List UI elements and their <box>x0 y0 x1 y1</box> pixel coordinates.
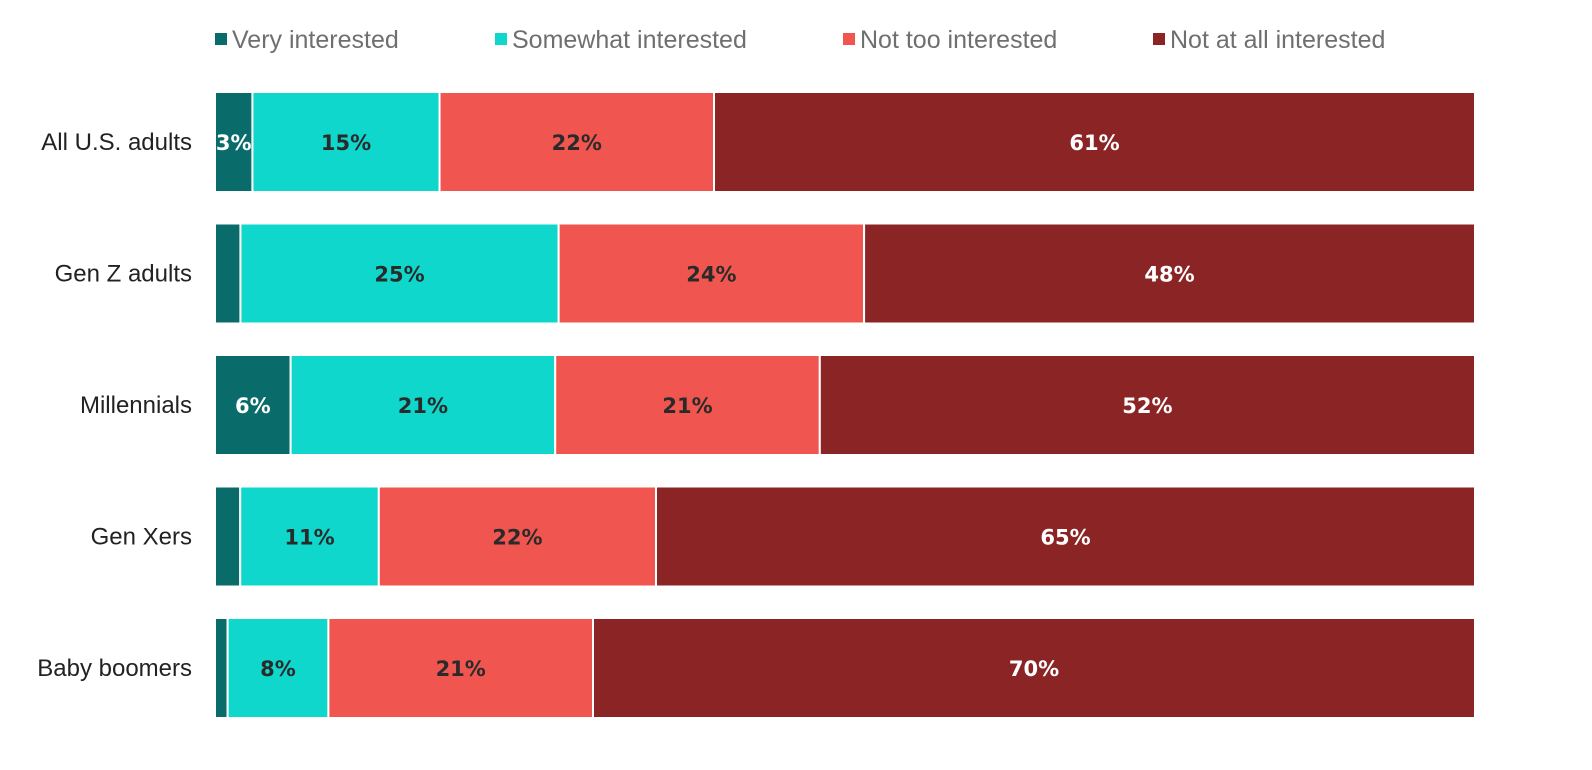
bar-segment-not-at-all-interested <box>592 617 1476 719</box>
legend-swatch-not-too-interested <box>843 33 855 45</box>
bar-row-millennials: Millennials 6% 21% 21% 52% <box>80 354 1476 456</box>
plot-area: All U.S. adults 3% 15% 22% 61% Gen Z adults 25… <box>37 91 1476 719</box>
data-label-not-too-interested: 24% <box>686 263 736 287</box>
data-label-very-interested: 6% <box>235 394 271 418</box>
bar-segment-not-too-interested <box>554 354 821 456</box>
data-label-not-at-all-interested: 61% <box>1069 131 1119 155</box>
data-label-very-interested: 3% <box>216 131 252 155</box>
legend-label-not-at-all-interested: Not at all interested <box>1170 26 1385 54</box>
bar-segment-very-interested <box>214 91 254 193</box>
bar-segment-not-too-interested <box>438 91 716 193</box>
data-label-somewhat-interested: 11% <box>284 526 334 550</box>
legend-label-somewhat-interested: Somewhat interested <box>512 26 747 54</box>
data-label-not-at-all-interested: 70% <box>1009 657 1059 681</box>
data-label-somewhat-interested: 25% <box>374 263 424 287</box>
data-label-somewhat-interested: 8% <box>260 657 296 681</box>
bar-segment-somewhat-interested <box>289 354 557 456</box>
bar-segment-not-too-interested <box>557 222 866 325</box>
bar-segment-very-interested <box>214 222 242 325</box>
legend: Very interested Somewhat interested Not to… <box>215 26 1385 54</box>
bar-row-gen-xers: Gen Xers 11% 22% 65% <box>91 485 1476 588</box>
bar-segment-not-too-interested <box>327 617 594 719</box>
bar-segment-not-at-all-interested <box>863 222 1476 325</box>
legend-label-not-too-interested: Not too interested <box>860 26 1057 54</box>
bar-row-all-u-s-adults: All U.S. adults 3% 15% 22% 61% <box>41 91 1476 193</box>
category-label: Gen Z adults <box>55 261 192 288</box>
legend-swatch-very-interested <box>215 33 227 45</box>
data-label-not-too-interested: 21% <box>662 394 712 418</box>
legend-label-very-interested: Very interested <box>232 26 399 54</box>
bar-segment-very-interested <box>214 354 292 456</box>
bar-segment-not-too-interested <box>377 485 657 588</box>
category-label: Baby boomers <box>37 655 192 682</box>
data-label-not-at-all-interested: 65% <box>1040 526 1090 550</box>
data-label-somewhat-interested: 15% <box>321 131 371 155</box>
legend-swatch-not-at-all-interested <box>1153 33 1165 45</box>
bar-segment-not-at-all-interested <box>818 354 1476 456</box>
data-label-not-at-all-interested: 52% <box>1122 394 1172 418</box>
legend-item-somewhat-interested: Somewhat interested <box>495 26 747 54</box>
bar-segment-very-interested <box>214 485 242 588</box>
legend-item-not-too-interested: Not too interested <box>843 26 1057 54</box>
bar-segment-somewhat-interested <box>251 91 441 193</box>
category-label: All U.S. adults <box>41 129 192 156</box>
bar-row-gen-z-adults: Gen Z adults 25% 24% 48% <box>55 222 1476 325</box>
bar-segment-very-interested <box>214 617 229 719</box>
legend-item-not-at-all-interested: Not at all interested <box>1153 26 1385 54</box>
bar-segment-not-at-all-interested <box>655 485 1476 588</box>
data-label-not-too-interested: 21% <box>436 657 486 681</box>
legend-item-very-interested: Very interested <box>215 26 399 54</box>
bar-segment-somewhat-interested <box>239 485 380 588</box>
category-label: Gen Xers <box>91 524 192 551</box>
data-label-not-at-all-interested: 48% <box>1144 263 1194 287</box>
bar-segment-somewhat-interested <box>239 222 560 325</box>
bar-row-baby-boomers: Baby boomers 8% 21% 70% <box>37 617 1476 719</box>
legend-swatch-somewhat-interested <box>495 33 507 45</box>
category-label: Millennials <box>80 392 192 419</box>
data-label-not-too-interested: 22% <box>552 131 602 155</box>
bar-segment-not-at-all-interested <box>713 91 1476 193</box>
data-label-not-too-interested: 22% <box>492 526 542 550</box>
data-label-somewhat-interested: 21% <box>398 394 448 418</box>
